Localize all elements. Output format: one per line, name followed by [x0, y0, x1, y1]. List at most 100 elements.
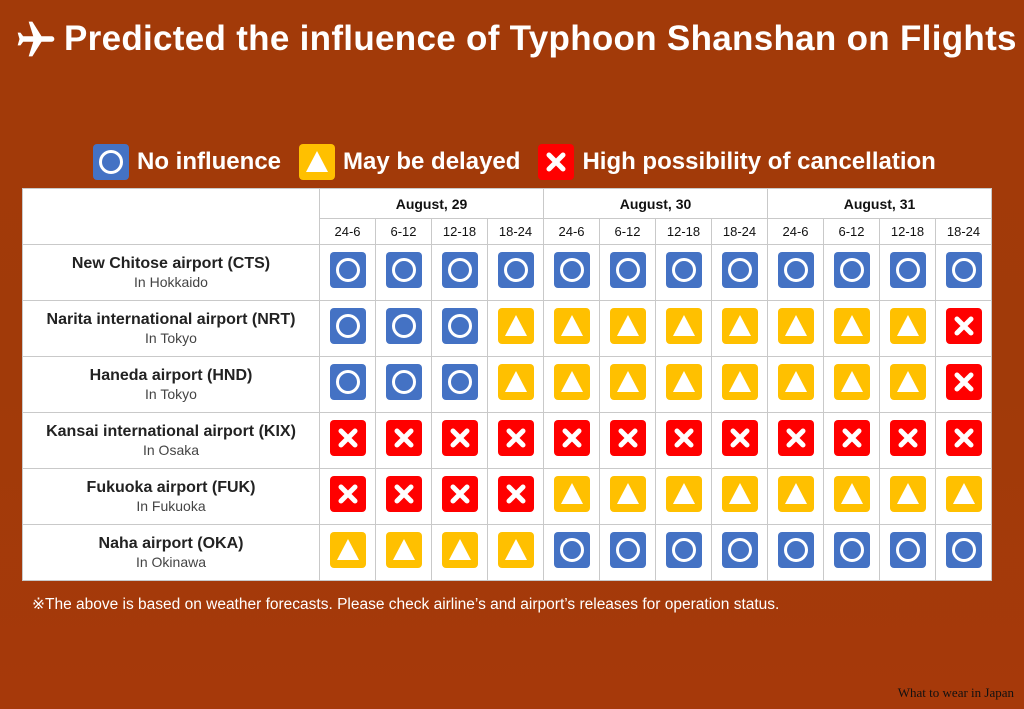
status-cell [767, 412, 824, 469]
status-cell [711, 356, 768, 413]
triangle-icon [609, 364, 646, 400]
status-cell [599, 300, 656, 357]
status-cell [655, 244, 712, 301]
circle-icon [609, 532, 646, 568]
circle-icon [665, 252, 702, 288]
airport-location: In Tokyo [145, 386, 197, 402]
status-cell [711, 468, 768, 525]
legend-may-be-delayed: May be delayed [299, 144, 520, 180]
cross-icon [329, 420, 366, 456]
time-slot-header: 6-12 [375, 218, 432, 245]
airport-location: In Osaka [142, 442, 200, 458]
status-cell [599, 412, 656, 469]
airport-name: Narita international airport (NRT) [46, 311, 296, 328]
status-cell [319, 468, 376, 525]
triangle-icon [777, 308, 814, 344]
status-cell [375, 468, 432, 525]
status-cell [375, 356, 432, 413]
triangle-icon [665, 476, 702, 512]
time-slot-header: 18-24 [711, 218, 768, 245]
status-cell [431, 412, 488, 469]
airport-location: In Tokyo [145, 330, 197, 346]
cross-icon [833, 420, 870, 456]
footnote: ※The above is based on weather forecasts… [32, 596, 780, 613]
airport-location: In Fukuoka [136, 498, 206, 514]
status-cell [879, 412, 936, 469]
status-cell [543, 244, 600, 301]
circle-icon [777, 252, 814, 288]
status-cell [935, 412, 992, 469]
cross-icon [721, 420, 758, 456]
legend-high-cancellation: High possibility of cancellation [538, 144, 936, 180]
cross-icon [538, 144, 575, 180]
triangle-icon [385, 532, 422, 568]
triangle-icon [609, 308, 646, 344]
time-slot-header: 18-24 [935, 218, 992, 245]
status-cell [655, 468, 712, 525]
circle-icon [441, 308, 478, 344]
cross-icon [777, 420, 814, 456]
airport-row: Fukuoka airport (FUK) In Fukuoka [22, 468, 992, 525]
cross-icon [945, 308, 982, 344]
cross-icon [497, 420, 534, 456]
time-slot-header: 24-6 [767, 218, 824, 245]
status-cell [879, 468, 936, 525]
triangle-icon [553, 308, 590, 344]
status-cell [767, 300, 824, 357]
circle-icon [497, 252, 534, 288]
circle-icon [721, 532, 758, 568]
status-cell [599, 524, 656, 581]
credit: What to wear in Japan [897, 685, 1014, 700]
status-cell [879, 300, 936, 357]
airport-cell: New Chitose airport (CTS) In Hokkaido [22, 244, 320, 301]
status-cell [879, 356, 936, 413]
status-cell [655, 356, 712, 413]
status-cell [823, 300, 880, 357]
status-cell [935, 524, 992, 581]
cross-icon [945, 364, 982, 400]
circle-icon [93, 144, 129, 180]
airport-name: New Chitose airport (CTS) [71, 255, 271, 272]
status-cell [543, 524, 600, 581]
circle-icon [385, 308, 422, 344]
triangle-icon [945, 476, 982, 512]
status-cell [431, 300, 488, 357]
cross-icon [553, 420, 590, 456]
airport-cell: Haneda airport (HND) In Tokyo [22, 356, 320, 413]
status-cell [543, 468, 600, 525]
cross-icon [665, 420, 702, 456]
status-cell [375, 412, 432, 469]
legend-label: No influence [137, 148, 282, 175]
airport-row: Naha airport (OKA) In Okinawa [22, 524, 992, 581]
triangle-icon [497, 308, 534, 344]
status-cell [487, 356, 544, 413]
status-cell [431, 356, 488, 413]
status-cell [431, 244, 488, 301]
airport-name: Fukuoka airport (FUK) [86, 479, 256, 496]
triangle-icon [665, 364, 702, 400]
cross-icon [329, 476, 366, 512]
time-slot-header: 12-18 [879, 218, 936, 245]
airport-name: Kansai international airport (KIX) [46, 423, 296, 440]
time-slot-header: 12-18 [655, 218, 712, 245]
legend-label: High possibility of cancellation [582, 148, 936, 175]
airport-row: Kansai international airport (KIX) In Osa… [22, 412, 992, 469]
triangle-icon [721, 364, 758, 400]
status-cell [767, 244, 824, 301]
airport-cell: Naha airport (OKA) In Okinawa [22, 524, 320, 581]
circle-icon [385, 252, 422, 288]
circle-icon [329, 252, 366, 288]
status-cell [711, 412, 768, 469]
status-cell [487, 468, 544, 525]
legend-no-influence: No influence [93, 144, 281, 180]
status-cell [319, 356, 376, 413]
status-cell [655, 412, 712, 469]
circle-icon [609, 252, 646, 288]
cross-icon [385, 476, 422, 512]
status-cell [319, 300, 376, 357]
date-header: August, 31 [767, 188, 992, 219]
circle-icon [889, 252, 926, 288]
status-cell [543, 412, 600, 469]
triangle-icon [553, 364, 590, 400]
airport-row: New Chitose airport (CTS) In Hokkaido [22, 244, 992, 301]
